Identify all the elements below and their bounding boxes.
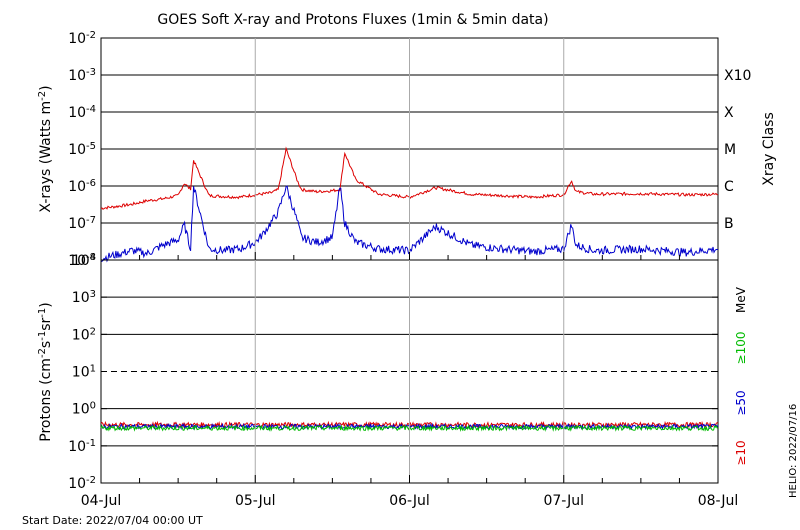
xray-class-label: M (724, 142, 736, 158)
day-separator-lines (254, 38, 565, 483)
protons-y-tick-label: 102 (72, 326, 96, 344)
xray-y-axis-label: X-rays (Watts m-2) (37, 85, 55, 212)
protons-panel: 104 103 102 101 100 10-1 10-2 MeV ≥100 ≥50 ≥10 Pr… (37, 252, 749, 493)
xray-class-axis-label: Xray Class (761, 112, 777, 186)
protons-y-tick-label: 103 (72, 289, 96, 307)
x-tick-label: 08-Jul (698, 493, 739, 509)
xray-class-label: X (724, 105, 734, 121)
xray-panel: 10-2 10-3 10-4 10-5 10-6 10-7 10-8 X10 X M C B X-r… (37, 30, 778, 270)
x-tick-label: 06-Jul (389, 493, 430, 509)
xray-y-tick-label: 10-8 (68, 252, 96, 270)
start-date-label: Start Date: 2022/07/04 00:00 UT (22, 514, 203, 527)
protons-y-tick-label: 10-2 (68, 475, 96, 493)
protons-energy-label: ≥50 (734, 390, 748, 415)
xray-class-label: X10 (724, 68, 751, 84)
protons-energy-label: MeV (734, 286, 748, 313)
footer-date-label: HELIO: 2022/07/16 (788, 404, 799, 498)
xray-y-tick-label: 10-5 (68, 141, 96, 159)
protons-y-tick-label: 101 (72, 363, 96, 381)
protons-energy-labels: MeV ≥100 ≥50 ≥10 (734, 286, 748, 465)
protons-y-tick-label: 104 (72, 252, 96, 270)
xray-y-tick-label: 10-6 (68, 178, 96, 196)
x-axis-ticks: 04-Jul 05-Jul 06-Jul 07-Jul 08-Jul (81, 252, 739, 509)
protons-energy-label: ≥10 (734, 440, 748, 465)
x-tick-label: 05-Jul (235, 493, 276, 509)
xray-y-tick-label: 10-2 (68, 30, 96, 48)
xray-y-ticks: 10-2 10-3 10-4 10-5 10-6 10-7 10-8 (68, 30, 718, 270)
protons-y-tick-label: 10-1 (68, 437, 96, 455)
xray-y-tick-label: 10-3 (68, 67, 96, 85)
protons-y-tick-label: 100 (72, 400, 96, 418)
protons-y-ticks: 104 103 102 101 100 10-1 10-2 (68, 252, 718, 493)
xray-class-labels: X10 X M C B (724, 68, 751, 232)
xray-class-label: B (724, 216, 734, 232)
xray-y-tick-label: 10-4 (68, 104, 96, 122)
protons-energy-label: ≥100 (734, 332, 748, 365)
xray-y-tick-label: 10-7 (68, 215, 96, 233)
xray-class-label: C (724, 179, 734, 195)
x-tick-label: 04-Jul (81, 493, 122, 509)
chart-title: GOES Soft X-ray and Protons Fluxes (1min… (157, 12, 548, 28)
x-tick-label: 07-Jul (543, 493, 584, 509)
protons-y-axis-label: Protons (cm-2s-1sr-1) (37, 302, 55, 441)
